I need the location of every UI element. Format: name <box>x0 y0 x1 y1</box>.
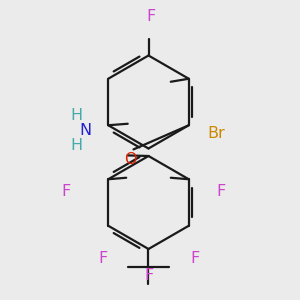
Text: F: F <box>144 268 153 284</box>
Text: N: N <box>80 123 92 138</box>
Text: H: H <box>70 138 83 153</box>
Text: F: F <box>99 251 108 266</box>
Text: F: F <box>61 184 70 200</box>
Text: F: F <box>190 251 200 266</box>
Text: F: F <box>147 9 156 24</box>
Text: O: O <box>124 152 137 166</box>
Text: Br: Br <box>207 126 225 141</box>
Text: H: H <box>70 108 83 123</box>
Text: F: F <box>216 184 225 200</box>
